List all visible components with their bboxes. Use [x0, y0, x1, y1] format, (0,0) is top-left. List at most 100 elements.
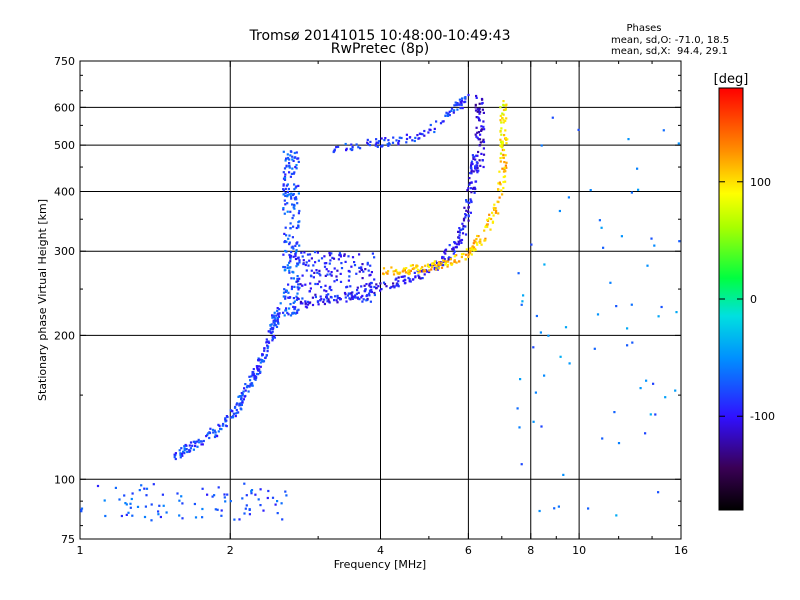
data-point [502, 186, 505, 190]
data-point [297, 212, 300, 215]
data-point [350, 143, 353, 146]
data-point [384, 137, 387, 140]
data-point [543, 374, 546, 377]
data-point [337, 145, 340, 148]
data-point [324, 284, 327, 287]
data-point [360, 296, 363, 299]
data-point [404, 271, 407, 274]
data-point [568, 362, 571, 365]
data-point [306, 300, 309, 303]
data-point [282, 150, 285, 153]
data-point [472, 157, 475, 160]
data-point [505, 117, 508, 120]
data-point [259, 370, 262, 373]
data-point [193, 502, 196, 506]
data-point [650, 237, 653, 240]
data-point [369, 290, 372, 293]
data-point [194, 442, 197, 445]
data-point [284, 240, 287, 243]
data-point [504, 164, 507, 167]
data-point [479, 110, 482, 113]
data-point [270, 326, 273, 329]
data-point [350, 294, 353, 297]
data-point [423, 273, 426, 276]
data-point [473, 191, 476, 194]
data-point [271, 314, 274, 317]
data-point [460, 255, 463, 259]
data-point [501, 193, 504, 196]
data-point [366, 141, 369, 144]
data-point [407, 276, 410, 280]
data-point [248, 513, 251, 516]
data-point [298, 286, 301, 289]
data-point [224, 500, 227, 503]
data-point [503, 175, 507, 178]
data-point [226, 493, 229, 496]
data-point [280, 502, 283, 505]
data-point [258, 358, 261, 361]
data-point [285, 289, 288, 292]
data-point [428, 265, 431, 269]
data-point [476, 136, 479, 139]
data-point [464, 214, 468, 217]
data-point [293, 183, 296, 186]
data-point [288, 164, 291, 167]
data-point [353, 264, 357, 267]
data-point [339, 255, 342, 258]
data-point [482, 111, 485, 114]
data-point [328, 252, 331, 255]
data-point [382, 272, 385, 275]
y-tick-label: 750 [54, 55, 75, 68]
data-point [403, 275, 406, 278]
data-point [302, 259, 305, 262]
data-point [263, 349, 266, 352]
data-point [480, 152, 483, 155]
data-point [304, 263, 307, 267]
data-point [449, 257, 452, 261]
data-point [264, 356, 267, 359]
data-point [409, 264, 412, 267]
data-point [397, 143, 400, 146]
data-point [253, 376, 256, 379]
data-point [322, 300, 325, 303]
data-point [125, 513, 128, 516]
data-point [502, 118, 505, 121]
data-point [335, 299, 338, 302]
data-point [465, 200, 468, 203]
data-point [521, 300, 524, 303]
data-point [214, 434, 217, 437]
data-point [189, 441, 193, 444]
data-point [495, 209, 498, 212]
data-point [446, 114, 450, 117]
data-point [231, 409, 234, 412]
colorbar-label: [deg] [714, 72, 749, 87]
data-point [347, 292, 350, 295]
data-point [407, 269, 410, 273]
data-point [657, 491, 660, 494]
data-point [337, 258, 340, 261]
y-tick-label: 200 [54, 329, 75, 342]
data-point [368, 294, 371, 297]
data-point [362, 298, 365, 301]
data-point [295, 295, 298, 298]
data-point [284, 490, 287, 493]
data-point [475, 161, 478, 164]
data-point [471, 154, 474, 157]
data-point [350, 292, 353, 295]
data-point [383, 139, 386, 142]
data-point [292, 247, 295, 250]
data-point [174, 457, 177, 461]
data-point [406, 272, 410, 275]
data-point [438, 261, 441, 264]
data-point [464, 233, 468, 236]
data-point [464, 225, 467, 228]
data-point [475, 238, 478, 241]
data-point [287, 313, 290, 316]
data-point [293, 171, 296, 174]
data-point [478, 119, 481, 122]
data-point [301, 284, 304, 287]
data-point [130, 497, 133, 501]
data-point [417, 137, 420, 140]
colorbar-ticks: 100 0 -100 [719, 176, 775, 423]
data-point [478, 138, 482, 141]
